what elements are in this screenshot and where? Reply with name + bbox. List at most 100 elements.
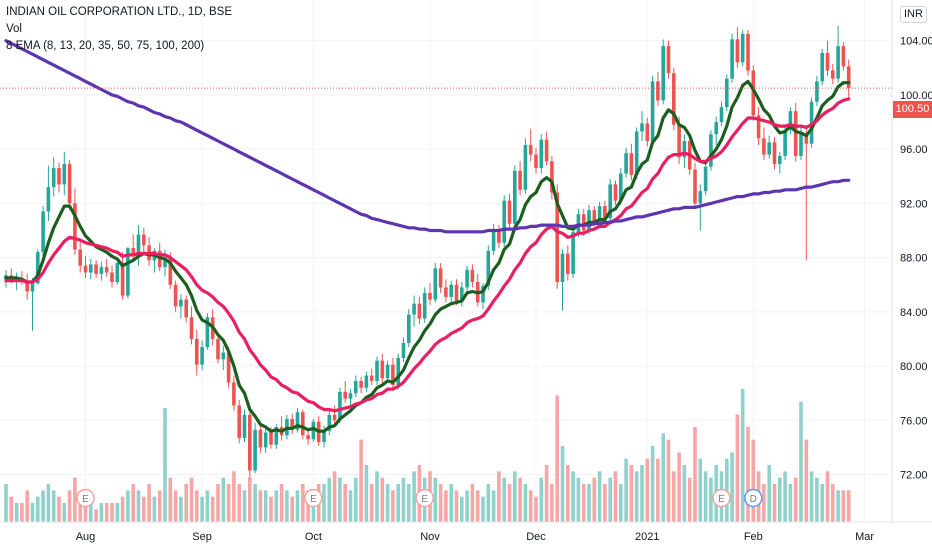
volume-bar: [173, 490, 178, 522]
candle-body: [422, 292, 427, 319]
volume-bar: [359, 439, 363, 522]
volume-bar: [195, 490, 199, 522]
candle-body: [523, 145, 528, 190]
volume-bar: [751, 439, 756, 522]
candle-body: [820, 52, 824, 82]
volume-bar: [571, 471, 575, 522]
volume-bar: [762, 484, 766, 522]
candle-body: [428, 292, 432, 300]
candle-body: [57, 168, 61, 185]
candle-body: [221, 352, 226, 360]
volume-bar: [645, 458, 650, 522]
volume-bar: [825, 471, 830, 522]
volume-bar: [110, 503, 114, 522]
volume-bar: [338, 477, 342, 522]
volume-bar: [666, 439, 671, 522]
volume-bar: [746, 427, 750, 522]
candle-body: [380, 360, 385, 379]
price-tick-label: 72.00: [900, 470, 928, 482]
volume-bar: [380, 477, 385, 522]
candle-body: [788, 111, 793, 131]
candle-body: [772, 142, 777, 165]
event-marker-circle: [76, 488, 95, 508]
volume-bar: [25, 490, 29, 522]
candle-body: [831, 70, 835, 79]
candle-body: [730, 39, 734, 79]
ema-legend[interactable]: 8 EMA (8, 13, 20, 35, 50, 75, 100, 200): [6, 40, 205, 52]
volume-bars: [4, 389, 851, 522]
candle-body: [46, 187, 51, 212]
volume-bar: [444, 490, 448, 522]
chart-grid: [0, 0, 892, 522]
candle-body: [385, 364, 390, 379]
volume-bar: [41, 490, 45, 522]
candle-body: [200, 347, 204, 365]
candle-body: [502, 200, 506, 243]
candle-body: [460, 287, 464, 301]
volume-bar: [36, 496, 40, 522]
candle-body: [258, 429, 263, 448]
candle-body: [131, 248, 135, 257]
volume-bar: [237, 484, 241, 522]
candle-body: [486, 250, 491, 287]
candle-body: [693, 169, 697, 204]
volume-bar: [767, 465, 771, 522]
time-axis[interactable]: Aug Sep Oct Nov Dec 2021 Feb Mar: [76, 531, 875, 543]
candle-body: [619, 173, 623, 201]
candle-body: [613, 184, 618, 201]
time-tick-label: 2021: [635, 531, 659, 543]
volume-bar: [290, 496, 294, 522]
volume-bar: [51, 490, 56, 522]
volume-bar: [322, 484, 326, 522]
volume-bar: [603, 484, 607, 522]
volume-bar: [555, 395, 559, 522]
volume-bar: [608, 477, 612, 522]
candle-body: [756, 115, 761, 139]
price-tick-label: 104.00: [900, 36, 932, 48]
candle-body: [566, 253, 570, 274]
volume-bar: [94, 509, 98, 522]
event-marker-label: E: [718, 494, 725, 505]
candle-body: [650, 81, 655, 142]
volume-bar: [709, 477, 713, 522]
price-tick-label: 100.00: [900, 90, 932, 102]
candle-body: [163, 257, 167, 268]
candle-body: [513, 170, 517, 224]
candle-body: [783, 130, 787, 156]
candle-body: [481, 286, 485, 303]
volume-bar: [163, 408, 167, 522]
price-tick-label: 92.00: [900, 198, 928, 210]
candle-body: [396, 357, 400, 386]
volume-legend[interactable]: Vol: [6, 23, 22, 35]
candle-body: [168, 257, 173, 285]
volume-bar: [258, 490, 263, 522]
price-axis[interactable]: 72.00 76.00 80.00 84.00 88.00 92.00 96.00 100.0…: [900, 36, 932, 482]
candle-body: [195, 338, 199, 365]
candle-body: [804, 134, 809, 144]
candle-body: [725, 78, 729, 108]
volume-bar: [327, 477, 332, 522]
volume-bar: [465, 490, 469, 522]
currency-badge[interactable]: INR: [900, 6, 927, 23]
volume-bar: [14, 503, 19, 522]
volume-bar: [634, 471, 639, 522]
candle-body: [104, 267, 109, 273]
volume-bar: [799, 401, 803, 522]
symbol-title[interactable]: INDIAN OIL CORPORATION LTD., 1D, BSE: [6, 6, 232, 18]
volume-bar: [783, 471, 787, 522]
volume-bar: [184, 484, 188, 522]
candle-body: [242, 414, 247, 438]
candle-body: [703, 166, 708, 192]
candle-body: [269, 432, 273, 445]
volume-bar: [640, 465, 644, 522]
volume-bar: [210, 496, 215, 522]
candle-body: [62, 164, 67, 185]
volume-bar: [348, 490, 353, 522]
volume-bar: [216, 484, 220, 522]
volume-bar: [433, 477, 438, 522]
volume-bar: [407, 484, 411, 522]
volume-bar: [518, 477, 522, 522]
candle-body: [793, 111, 798, 156]
